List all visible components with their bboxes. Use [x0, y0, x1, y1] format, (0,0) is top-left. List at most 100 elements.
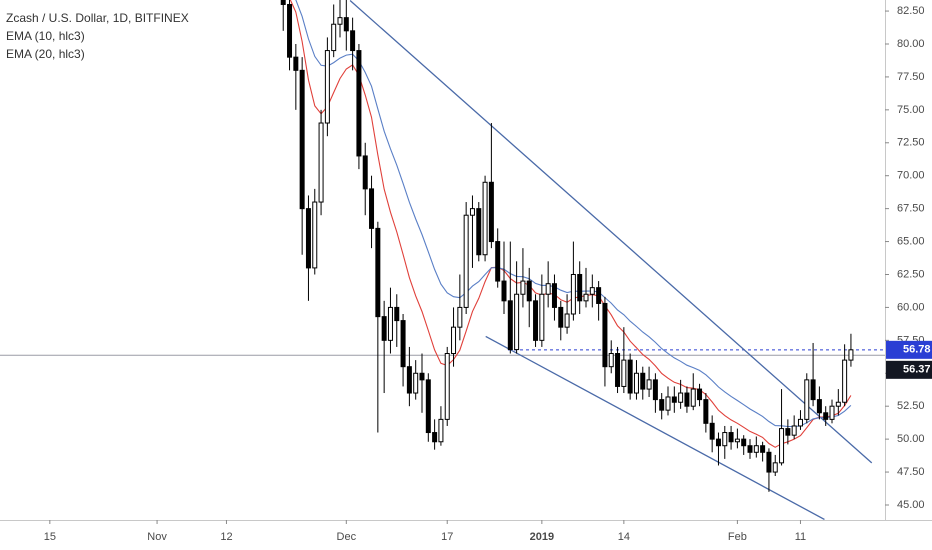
y-tick-label: 60.00: [897, 301, 925, 313]
candle-body: [312, 201, 318, 269]
candle-body: [615, 353, 621, 387]
y-tick-label: 82.50: [897, 5, 925, 17]
y-tick-label: 70.00: [897, 170, 925, 182]
candle-body: [741, 438, 747, 447]
candle-body: [463, 214, 469, 308]
candle-body: [583, 293, 589, 302]
candle-body: [652, 379, 658, 401]
y-tick-label: 50.00: [897, 433, 925, 445]
candle-body: [753, 445, 759, 453]
candle-body: [533, 300, 539, 341]
candle-body: [829, 405, 835, 420]
candle-body: [715, 438, 721, 447]
candle-body: [823, 412, 829, 420]
candle-body: [766, 451, 772, 473]
candle-body: [387, 306, 393, 341]
chart-title: Zcash / U.S. Dollar, 1D, BITFINEX: [6, 11, 189, 25]
candle-body: [337, 17, 343, 25]
candle-body: [406, 366, 412, 394]
candle-body: [488, 181, 494, 243]
y-tick-label: 77.50: [897, 71, 925, 83]
candle-body: [324, 50, 330, 124]
candle-body: [331, 23, 337, 52]
y-tick-label: 75.00: [897, 104, 925, 116]
candle-body: [419, 372, 425, 381]
y-tick-label: 45.00: [897, 499, 925, 511]
candle-body: [293, 56, 299, 71]
candle-body: [299, 69, 305, 210]
candle-body: [760, 445, 766, 453]
candle-body: [350, 30, 356, 52]
plot-area: [0, 0, 885, 520]
x-tick-label: 2019: [530, 531, 554, 543]
trend-line: [485, 335, 825, 520]
candle-body: [684, 392, 690, 407]
candle-body: [425, 379, 431, 434]
y-tick-label: 47.50: [897, 466, 925, 478]
trend-line: [349, 0, 873, 464]
candle-body: [526, 280, 532, 302]
candle-body: [779, 428, 785, 464]
candle-body: [690, 388, 696, 407]
candle-body: [640, 372, 646, 390]
candle-body: [621, 359, 627, 387]
candle-body: [495, 241, 501, 282]
price-labels: 56.78 56.37: [886, 340, 932, 379]
x-tick-label: 14: [618, 531, 630, 543]
y-tick-label: 52.50: [897, 400, 925, 412]
ema-line: [289, 0, 852, 448]
candle-body: [280, 0, 286, 5]
candle-body: [362, 155, 368, 190]
x-tick-label: Feb: [728, 531, 747, 543]
x-tick-label: Nov: [147, 531, 167, 543]
x-tick-label: 12: [220, 531, 232, 543]
candle-body: [722, 432, 728, 447]
candle-body: [381, 316, 387, 341]
candle-body: [520, 280, 526, 295]
candle-body: [646, 379, 652, 390]
candle-body: [438, 418, 444, 443]
candle-body: [627, 359, 633, 394]
candle-body: [633, 372, 639, 394]
candle-body: [482, 181, 488, 256]
candle-body: [608, 353, 614, 368]
candle-body: [596, 287, 602, 304]
y-tick-label: 80.00: [897, 38, 925, 50]
candle-body: [577, 273, 583, 302]
price-label-box: [886, 360, 932, 379]
candle-body: [570, 273, 576, 315]
price-label-box: [886, 340, 932, 359]
candle-body: [810, 379, 816, 401]
candle-body: [816, 399, 822, 414]
candle-body: [589, 287, 595, 295]
candle-body: [476, 208, 482, 256]
candle-body: [356, 50, 362, 157]
candle-body: [804, 379, 810, 420]
candle-body: [842, 359, 848, 403]
candle-body: [507, 300, 513, 351]
candle-body: [469, 208, 475, 216]
y-tick-label: 65.00: [897, 235, 925, 247]
candle-body: [703, 399, 709, 424]
candle-body: [444, 353, 450, 420]
x-tick-label: Dec: [337, 531, 357, 543]
candle-body: [514, 293, 520, 351]
candle-body: [697, 388, 703, 401]
candle-body: [558, 306, 564, 328]
candle-body: [413, 372, 419, 394]
candle-body: [451, 326, 457, 355]
candle-body: [287, 3, 293, 58]
y-tick-label: 62.50: [897, 268, 925, 280]
candle-body: [400, 320, 406, 368]
price-label: 56.37: [903, 364, 931, 376]
candle-body: [791, 425, 797, 436]
price-label: 56.78: [903, 344, 931, 356]
candle-body: [375, 227, 381, 318]
candle-body: [659, 399, 665, 411]
candle-body: [678, 392, 684, 403]
candle-body: [797, 418, 803, 427]
candle-body: [564, 313, 570, 328]
candle-body: [457, 306, 463, 328]
candle-body: [772, 462, 778, 473]
